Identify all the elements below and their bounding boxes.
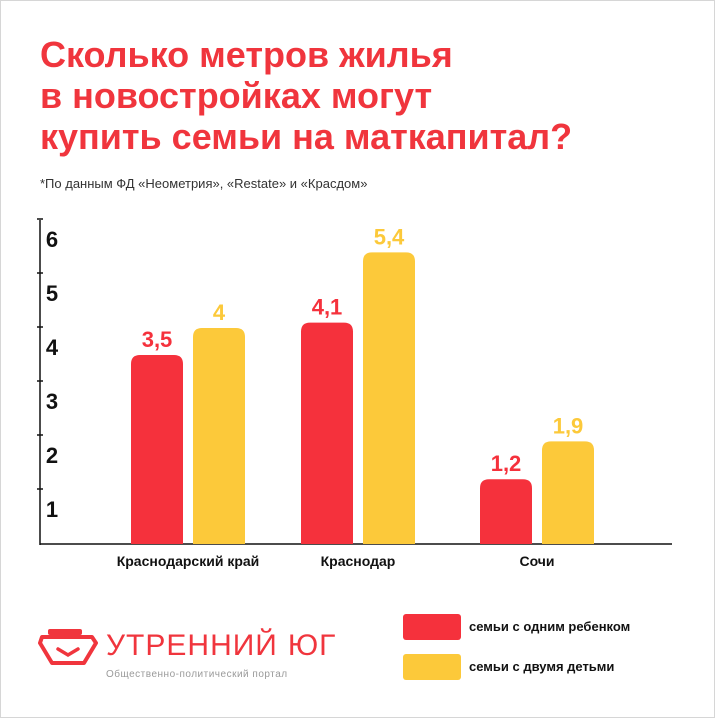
- category-label: Сочи: [519, 553, 554, 569]
- tray-icon: [38, 629, 98, 665]
- category-label: Краснодар: [321, 553, 396, 569]
- bar: [301, 322, 353, 544]
- bar: [542, 441, 594, 544]
- legend-label: семьи с одним ребенком: [469, 619, 631, 634]
- bar-chart: 1 2 3 4 5 6 3,5 4 Краснодарский край 4,1 5,4 Красно…: [37, 218, 672, 569]
- data-label: 4,1: [312, 295, 343, 320]
- bar: [131, 355, 183, 544]
- source-note: *По данным ФД «Неометрия», «Restate» и «…: [40, 176, 368, 191]
- bar: [363, 252, 415, 544]
- data-label: 1,9: [553, 413, 584, 438]
- logo: УТРЕННИЙ ЮГ Общественно-политический порт…: [38, 625, 358, 685]
- chart-title: Сколько метров жилья в новостройках могу…: [40, 34, 700, 157]
- data-label: 5,4: [374, 224, 405, 249]
- legend-label: семьи с двумя детьми: [469, 659, 615, 674]
- data-label: 4: [213, 300, 226, 325]
- logo-name-part1: УТРЕННИЙ: [106, 629, 278, 662]
- y-tick-label: 4: [46, 335, 59, 360]
- logo-name: УТРЕННИЙ ЮГ: [106, 629, 336, 663]
- title-line: в новостройках могут: [40, 75, 433, 116]
- y-tick-label: 1: [46, 497, 58, 522]
- title-line: Сколько метров жилья: [40, 34, 453, 75]
- y-tick-label: 6: [46, 227, 58, 252]
- legend-item-one-child: семьи с одним ребенком: [403, 614, 703, 640]
- title-line: купить семьи на маткапитал?: [40, 116, 573, 157]
- data-label: 3,5: [142, 327, 173, 352]
- bar: [193, 328, 245, 544]
- bar: [480, 479, 532, 544]
- y-tick-label: 2: [46, 443, 58, 468]
- legend-item-two-children: семьи с двумя детьми: [403, 654, 703, 680]
- y-tick-label: 3: [46, 389, 58, 414]
- category-label: Краснодарский край: [117, 553, 260, 569]
- legend-swatch-red: [403, 614, 461, 640]
- logo-name-part2: ЮГ: [287, 629, 337, 662]
- data-label: 1,2: [491, 451, 522, 476]
- legend-swatch-yellow: [403, 654, 461, 680]
- y-tick-label: 5: [46, 281, 58, 306]
- logo-tagline: Общественно-политический портал: [106, 669, 288, 680]
